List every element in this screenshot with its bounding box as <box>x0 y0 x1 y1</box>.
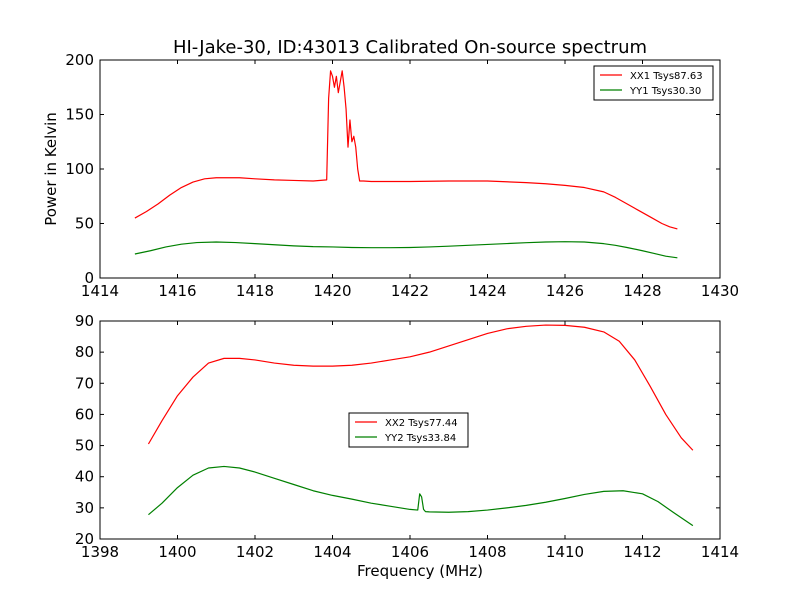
legend-entry-label: YY2 Tsys33.84 <box>384 433 456 444</box>
x-tick-label: 1428 <box>623 282 661 300</box>
legend-entry-label: XX2 Tsys77.44 <box>385 418 458 429</box>
y-tick-label: 0 <box>84 269 94 287</box>
x-tick-label: 1406 <box>391 543 429 561</box>
legend-entry-label: XX1 Tsys87.63 <box>630 71 703 82</box>
x-tick-label: 1408 <box>468 543 506 561</box>
y-tick-label: 40 <box>75 468 94 486</box>
y-tick-label: 200 <box>65 51 94 69</box>
x-tick-label: 1422 <box>391 282 429 300</box>
figure-title: HI-Jake-30, ID:43013 Calibrated On-sourc… <box>173 37 647 58</box>
x-tick-label: 1398 <box>81 543 119 561</box>
y-tick-label: 30 <box>75 499 94 517</box>
x-tick-label: 1416 <box>158 282 196 300</box>
y-tick-label: 70 <box>75 374 94 392</box>
x-tick-label: 1430 <box>701 282 739 300</box>
y-tick-label: 90 <box>75 312 94 330</box>
x-axis-label: Frequency (MHz) <box>357 562 483 580</box>
x-tick-label: 1410 <box>546 543 584 561</box>
x-tick-label: 1420 <box>313 282 351 300</box>
x-tick-label: 1414 <box>701 543 739 561</box>
x-tick-label: 1426 <box>546 282 584 300</box>
legend-entry-label: YY1 Tsys30.30 <box>629 86 701 97</box>
series-line-2 <box>134 241 678 259</box>
y-tick-label: 20 <box>75 530 94 548</box>
x-tick-label: 1404 <box>313 543 351 561</box>
y-tick-label: 50 <box>75 437 94 455</box>
y-tick-label: 80 <box>75 343 94 361</box>
y-tick-label: 150 <box>65 106 94 124</box>
bottom-spectrum-plot: 1398 1400 1402 1404 1406 1408 1410 1412 1414 20 30… <box>75 312 739 580</box>
y-tick-label: 50 <box>75 215 94 233</box>
top-spectrum-plot: 1414 1416 1418 1420 1422 1424 1426 1428 1430 0 50 1… <box>42 51 739 300</box>
y-axis-label: Power in Kelvin <box>42 112 60 226</box>
x-tick-label: 1424 <box>468 282 506 300</box>
x-tick-label: 1418 <box>236 282 274 300</box>
legend-box <box>593 65 714 101</box>
x-tick-label: 1412 <box>623 543 661 561</box>
y-tick-label: 100 <box>65 160 94 178</box>
x-tick-label: 1400 <box>158 543 196 561</box>
series-line-1 <box>147 324 694 451</box>
legend-box <box>348 412 469 448</box>
y-tick-label: 60 <box>75 405 94 423</box>
x-tick-label: 1414 <box>81 282 119 300</box>
x-tick-label: 1402 <box>236 543 274 561</box>
series-line-1 <box>134 70 678 230</box>
series-line-2 <box>148 465 694 527</box>
